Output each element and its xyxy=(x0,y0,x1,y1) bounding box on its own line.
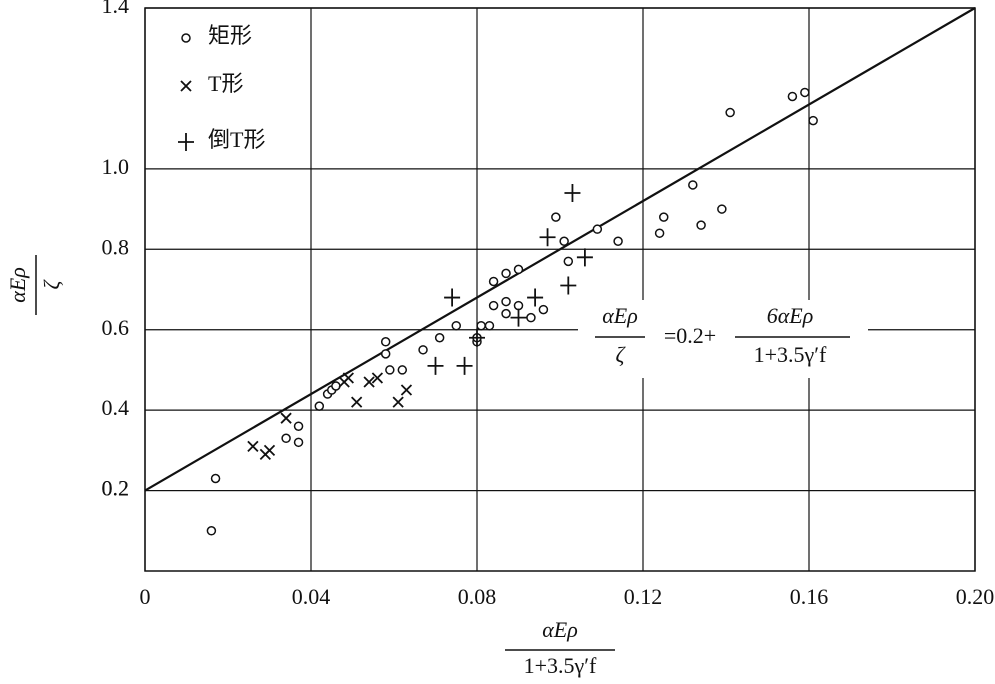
x-tick-label: 0.08 xyxy=(458,584,497,609)
data-point xyxy=(451,320,461,331)
x-tick-label: 0.12 xyxy=(624,584,663,609)
y-axis-label: αEρ ζ xyxy=(5,255,64,315)
data-point xyxy=(380,349,391,359)
legend-marker xyxy=(178,133,194,151)
data-point xyxy=(551,212,561,222)
data-point xyxy=(559,236,569,246)
data-point xyxy=(560,276,577,295)
data-point xyxy=(293,421,304,431)
data-point xyxy=(717,204,727,214)
data-point xyxy=(688,180,698,190)
y-tick-label: 0.4 xyxy=(102,395,130,420)
legend-item: T形 xyxy=(180,71,243,96)
data-point xyxy=(527,288,544,307)
data-point xyxy=(380,337,391,347)
data-point xyxy=(281,433,291,444)
data-point xyxy=(427,356,444,375)
x-axis-label: αEρ xyxy=(542,617,578,642)
data-point xyxy=(397,365,408,375)
data-point xyxy=(488,276,499,287)
data-point xyxy=(787,91,798,102)
data-point xyxy=(538,304,549,315)
plot-area: 0 0.04 0.08 0.12 0.16 0.200.20.40.60.81.00.21… xyxy=(102,0,995,609)
formula-box xyxy=(578,300,868,378)
data-point xyxy=(351,396,363,408)
formula-text: =0.2+ xyxy=(664,323,716,348)
y-tick-label: 1.0 xyxy=(102,154,130,179)
formula-text: 1+3.5γ′f xyxy=(754,342,827,367)
data-point xyxy=(576,248,593,267)
data-point xyxy=(725,107,735,118)
data-point xyxy=(206,526,217,536)
data-point xyxy=(263,444,276,456)
data-point xyxy=(392,396,404,408)
data-point xyxy=(314,401,325,411)
data-point xyxy=(501,296,511,307)
x-tick-label: 0.20 xyxy=(956,584,995,609)
data-point xyxy=(293,437,304,448)
x-tick-label: 0 xyxy=(140,584,151,609)
data-point xyxy=(592,224,603,234)
data-point xyxy=(363,376,375,388)
x-tick-label: 0.04 xyxy=(292,584,331,609)
y-tick-label: 0.2 xyxy=(102,476,130,501)
y-tick-label: 0.2 xyxy=(102,476,130,501)
legend-item: 矩形 xyxy=(181,23,252,48)
data-point xyxy=(501,268,511,279)
data-point xyxy=(564,183,581,202)
data-point xyxy=(526,312,536,323)
data-point xyxy=(501,308,511,319)
data-point xyxy=(476,320,486,331)
fit-line xyxy=(144,7,976,492)
data-point xyxy=(800,87,810,98)
formula-text: ζ xyxy=(616,342,627,367)
data-point xyxy=(444,288,461,307)
data-point xyxy=(418,345,428,355)
data-point xyxy=(385,365,395,375)
data-point xyxy=(659,212,669,222)
x-axis-label: 1+3.5γ′f xyxy=(524,653,597,678)
data-point xyxy=(469,328,485,347)
legend-label: T形 xyxy=(208,71,243,96)
data-point xyxy=(513,264,524,275)
data-point xyxy=(247,440,259,452)
data-point xyxy=(484,320,495,331)
data-point xyxy=(488,300,499,311)
data-point xyxy=(563,256,574,267)
legend-item: 倒T形 xyxy=(178,127,265,152)
data-point xyxy=(371,372,384,384)
x-tick-label: 0.16 xyxy=(790,584,829,609)
y-tick-label: 1.4 xyxy=(102,0,130,18)
data-point xyxy=(539,228,556,247)
y-tick-label: 0.6 xyxy=(102,315,130,340)
y-tick-label: 0.8 xyxy=(102,234,130,259)
data-point xyxy=(400,384,413,396)
data-point xyxy=(696,220,706,230)
legend-label: 矩形 xyxy=(208,23,252,48)
y-axis-label-bottom: ζ xyxy=(39,278,64,289)
data-point xyxy=(434,333,445,343)
data-point xyxy=(210,473,221,484)
data-point xyxy=(280,412,292,424)
legend-marker xyxy=(180,80,192,92)
formula-text: 6αEρ xyxy=(767,303,814,328)
data-point xyxy=(808,115,818,126)
data-point xyxy=(510,308,527,327)
plot-frame xyxy=(144,7,976,572)
data-point xyxy=(513,300,524,311)
formula-text: αEρ xyxy=(602,303,638,328)
data-point xyxy=(331,381,341,391)
legend-label: 倒T形 xyxy=(208,127,265,152)
data-point xyxy=(456,356,473,375)
legend-marker xyxy=(181,33,191,43)
data-point xyxy=(342,372,354,384)
data-point xyxy=(654,228,665,238)
y-axis-label-top: αEρ xyxy=(5,267,30,303)
data-point xyxy=(613,236,623,246)
